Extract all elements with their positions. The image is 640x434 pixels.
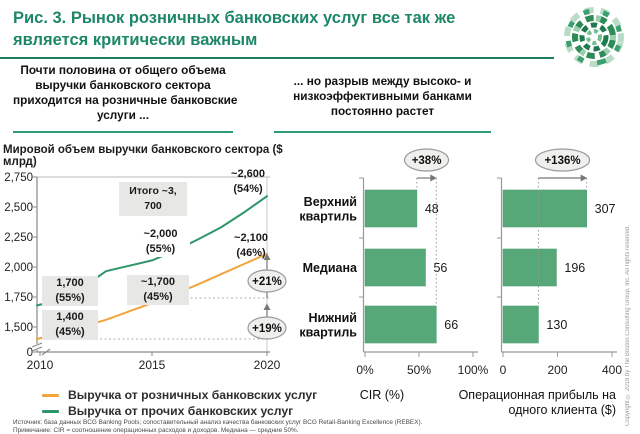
callout-line: низкоэффективными банками	[293, 89, 472, 103]
y-tick-label: 2,500	[4, 202, 33, 214]
page-title-line: Рис. 3. Рынок розничных банковских услуг…	[13, 9, 456, 27]
axis-break	[31, 346, 43, 352]
footnote-source: Источник: база данных BCG Banking Pools;…	[13, 419, 423, 426]
gap-arrowhead	[430, 174, 437, 182]
category-label: квартиль	[299, 210, 357, 224]
bcg-logo-icon	[564, 7, 624, 67]
growth-arrowhead	[263, 303, 271, 310]
category-label: Верхний	[304, 195, 357, 209]
bar-value-label: 66	[444, 318, 458, 332]
y-tick-label: 1,750	[4, 292, 33, 304]
x-tick-label: 2010	[27, 358, 54, 372]
y-tick-label: 2,750	[4, 172, 33, 184]
callout-line: ... но разрыв между высоко- и	[293, 74, 472, 88]
y-tick-label: 2,250	[4, 232, 33, 244]
category-label: Медиана	[303, 261, 358, 275]
bar-axis-caption: Операционная прибыль на	[459, 388, 616, 402]
badge-oval	[534, 148, 591, 172]
y-tick-label: 1,500	[4, 322, 33, 334]
copyright-text: Copyright © 2018 by The Boston Consultin…	[625, 225, 631, 426]
legend-item: Выручка от прочих банковских услуг	[42, 404, 293, 418]
bar-x-tick-label: 0%	[356, 363, 374, 377]
bar-x-tick-label: 100%	[458, 363, 489, 377]
legend-label: Выручка от розничных банковских услуг	[68, 388, 318, 402]
badge-label: +38%	[412, 155, 442, 167]
left-callout: Почти половина от общего объема выручки …	[13, 61, 238, 133]
legend-dash-icon	[42, 409, 59, 413]
gap-arrowhead	[580, 174, 588, 182]
right-callout: ... но разрыв между высоко- и низкоэффек…	[274, 61, 491, 133]
growth-arrowhead	[263, 253, 271, 260]
page-title-line: является критически важным	[13, 31, 258, 49]
series-line	[36, 252, 268, 340]
bar-x-tick-label: 200	[547, 363, 567, 377]
y-tick-label: 0	[27, 347, 33, 359]
bar-value-label: 130	[546, 318, 567, 332]
bar-x-tick-label: 400	[602, 363, 622, 377]
line-chart-title: Мировой объем выручки банковского сектор…	[3, 144, 283, 168]
bar-value-label: 56	[433, 261, 447, 275]
callout-line: приходится на розничные банковские	[13, 93, 238, 107]
bar-value-label: 196	[564, 261, 585, 275]
y-tick-label: 2,000	[4, 262, 33, 274]
bar-value-label: 307	[595, 202, 616, 216]
page-title: Рис. 3. Рынок розничных банковских услуг…	[13, 7, 455, 51]
bar	[364, 248, 426, 287]
category-label: квартиль	[299, 326, 357, 340]
bar-axis-caption: одного клиента ($)	[508, 403, 616, 417]
legend-label: Выручка от прочих банковских услуг	[68, 404, 294, 418]
series-line	[36, 195, 268, 307]
badge-oval	[247, 316, 287, 340]
callout-line: Почти половина от общего объема	[20, 63, 226, 77]
badge-oval	[247, 269, 287, 293]
bar-axis-caption: CIR (%)	[360, 388, 404, 402]
callout-line: постоянно растет	[330, 104, 435, 118]
x-tick-label: 2020	[254, 358, 281, 372]
badge-label: +19%	[252, 323, 282, 335]
bar	[364, 189, 418, 228]
bar	[502, 305, 539, 344]
badge-oval	[403, 148, 450, 172]
bar-x-tick-label: 0	[500, 363, 507, 377]
bar	[364, 305, 437, 344]
callout-line: выручки банковского сектора	[35, 78, 211, 92]
legend-dash-icon	[42, 393, 59, 397]
legend-item: Выручка от розничных банковских услуг	[42, 388, 317, 402]
category-label: Нижний	[309, 311, 358, 325]
bar	[502, 189, 587, 228]
badge-label: +21%	[252, 276, 282, 288]
axis-break	[31, 342, 43, 348]
bar	[502, 248, 557, 287]
bar-value-label: 48	[425, 202, 439, 216]
footnote-note: Примечание: CIR = соотношение операционн…	[13, 427, 299, 434]
callout-line: услуги ...	[96, 108, 149, 122]
x-tick-label: 2015	[139, 358, 166, 372]
badge-label: +136%	[544, 155, 580, 167]
bar-x-tick-label: 50%	[407, 363, 431, 377]
title-divider	[0, 57, 554, 59]
